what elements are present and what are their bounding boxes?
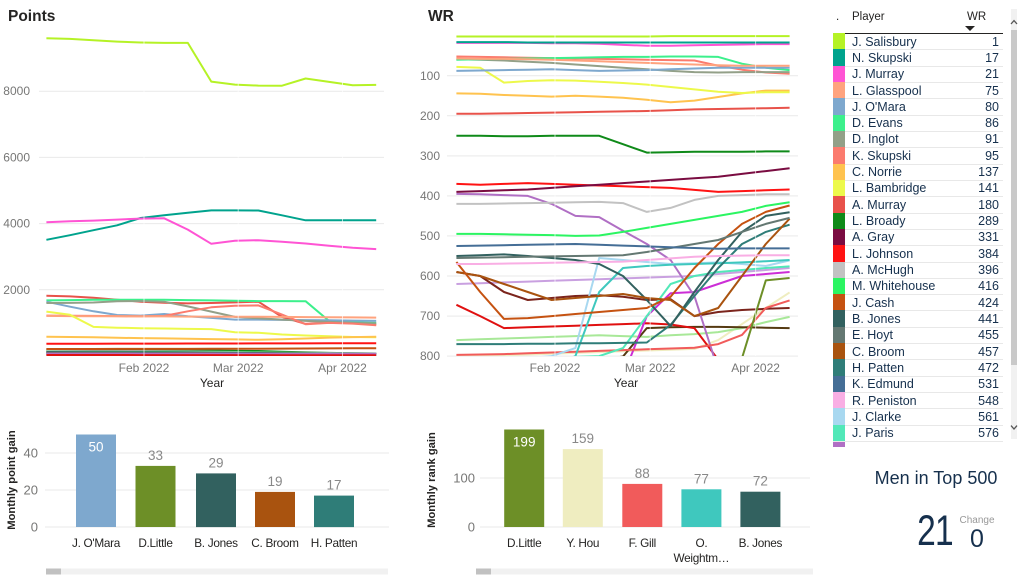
- svg-text:0: 0: [468, 520, 475, 535]
- svg-text:Monthly point gain: Monthly point gain: [6, 430, 18, 530]
- svg-text:D.Little: D.Little: [138, 536, 173, 550]
- svg-text:100: 100: [453, 471, 475, 486]
- svg-text:0: 0: [31, 520, 38, 535]
- svg-text:50: 50: [88, 440, 103, 455]
- svg-text:Mar 2022: Mar 2022: [625, 361, 676, 375]
- svg-text:O.: O.: [695, 536, 707, 550]
- svg-text:6000: 6000: [3, 150, 30, 164]
- svg-text:29: 29: [208, 455, 223, 470]
- svg-text:159: 159: [572, 431, 595, 446]
- svg-text:17: 17: [326, 478, 341, 493]
- svg-text:Year: Year: [200, 376, 224, 390]
- svg-text:88: 88: [635, 466, 650, 481]
- svg-text:20: 20: [24, 483, 38, 498]
- svg-text:H. Patten: H. Patten: [311, 536, 357, 550]
- svg-text:40: 40: [24, 446, 38, 461]
- svg-text:Apr 2022: Apr 2022: [318, 361, 367, 375]
- svg-text:F. Gill: F. Gill: [629, 536, 656, 550]
- svg-text:400: 400: [420, 189, 440, 203]
- svg-text:Monthly rank gain: Monthly rank gain: [426, 432, 438, 528]
- svg-text:100: 100: [420, 69, 440, 83]
- svg-text:WR: WR: [428, 8, 454, 25]
- svg-text:2000: 2000: [3, 283, 30, 297]
- svg-text:J. O'Mara: J. O'Mara: [72, 536, 121, 550]
- svg-text:700: 700: [420, 309, 440, 323]
- svg-text:Points: Points: [8, 8, 55, 25]
- svg-text:300: 300: [420, 149, 440, 163]
- svg-text:Mar 2022: Mar 2022: [213, 361, 264, 375]
- svg-text:8000: 8000: [3, 84, 30, 98]
- svg-text:Y. Hou: Y. Hou: [566, 536, 599, 550]
- svg-text:D.Little: D.Little: [507, 536, 542, 550]
- svg-text:199: 199: [513, 435, 536, 450]
- svg-text:B. Jones: B. Jones: [194, 536, 238, 550]
- svg-text:77: 77: [694, 471, 709, 486]
- svg-text:600: 600: [420, 269, 440, 283]
- svg-text:33: 33: [148, 448, 163, 463]
- svg-text:Weightm…: Weightm…: [674, 551, 730, 565]
- svg-text:Year: Year: [614, 376, 638, 390]
- svg-text:72: 72: [753, 474, 768, 489]
- svg-text:800: 800: [420, 349, 440, 363]
- svg-text:B. Jones: B. Jones: [739, 536, 783, 550]
- svg-text:500: 500: [420, 229, 440, 243]
- svg-text:C. Broom: C. Broom: [251, 536, 299, 550]
- svg-text:Feb 2022: Feb 2022: [530, 361, 581, 375]
- svg-text:Apr 2022: Apr 2022: [731, 361, 780, 375]
- svg-text:4000: 4000: [3, 217, 30, 231]
- svg-text:Feb 2022: Feb 2022: [119, 361, 170, 375]
- svg-text:19: 19: [267, 474, 282, 489]
- svg-text:200: 200: [420, 109, 440, 123]
